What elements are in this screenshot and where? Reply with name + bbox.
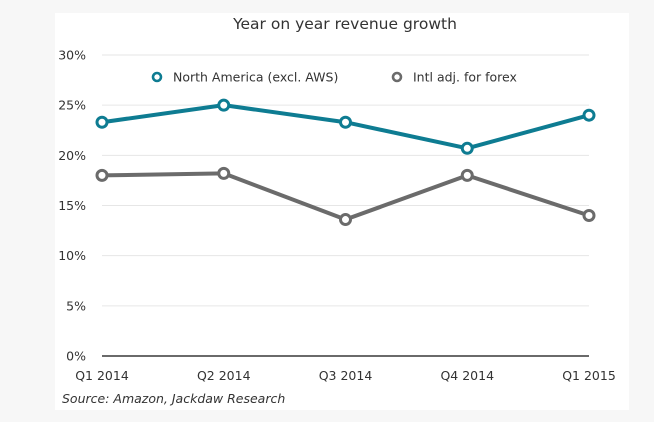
data-point xyxy=(95,168,109,182)
data-point xyxy=(582,108,596,122)
legend-item: North America (excl. AWS) xyxy=(151,70,338,85)
x-axis-ticks: Q1 2014 Q2 2014 Q3 2014 Q4 2014 Q1 2015 xyxy=(75,368,616,383)
legend-marker-icon xyxy=(151,71,163,83)
gridlines xyxy=(102,54,589,307)
data-point xyxy=(339,115,352,129)
y-tick-label: 15% xyxy=(58,198,86,213)
x-tick-label: Q1 2015 xyxy=(562,368,616,383)
data-point xyxy=(217,98,231,112)
data-point xyxy=(217,166,231,180)
data-point xyxy=(582,209,596,223)
y-tick-label: 20% xyxy=(58,148,86,163)
y-tick-label: 5% xyxy=(66,298,86,313)
y-tick-label: 10% xyxy=(58,248,86,263)
data-point xyxy=(460,141,474,155)
legend-label: North America (excl. AWS) xyxy=(173,70,338,85)
y-tick-label: 30% xyxy=(58,48,86,63)
legend-item: Intl adj. for forex xyxy=(391,70,517,85)
data-point xyxy=(339,213,352,227)
x-tick-label: Q1 2014 xyxy=(75,368,129,383)
y-tick-label: 0% xyxy=(66,349,86,364)
series-1 xyxy=(95,166,596,227)
y-tick-label: 25% xyxy=(58,98,86,113)
y-axis-ticks: 0% 5% 10% 15% 20% 25% 30% xyxy=(58,48,86,364)
chart-title: Year on year revenue growth xyxy=(232,15,457,33)
data-point xyxy=(460,168,474,182)
chart-panel xyxy=(55,13,629,410)
series-group xyxy=(95,98,596,227)
x-tick-label: Q4 2014 xyxy=(440,368,494,383)
legend: North America (excl. AWS) Intl adj. for f… xyxy=(151,70,517,85)
legend-label: Intl adj. for forex xyxy=(413,70,517,85)
series-0 xyxy=(95,98,596,155)
x-tick-label: Q3 2014 xyxy=(319,368,373,383)
legend-marker-icon xyxy=(391,71,403,83)
x-tick-label: Q2 2014 xyxy=(197,368,251,383)
series-line xyxy=(101,171,590,222)
source-note: Source: Amazon, Jackdaw Research xyxy=(62,391,285,406)
data-point xyxy=(95,115,109,129)
